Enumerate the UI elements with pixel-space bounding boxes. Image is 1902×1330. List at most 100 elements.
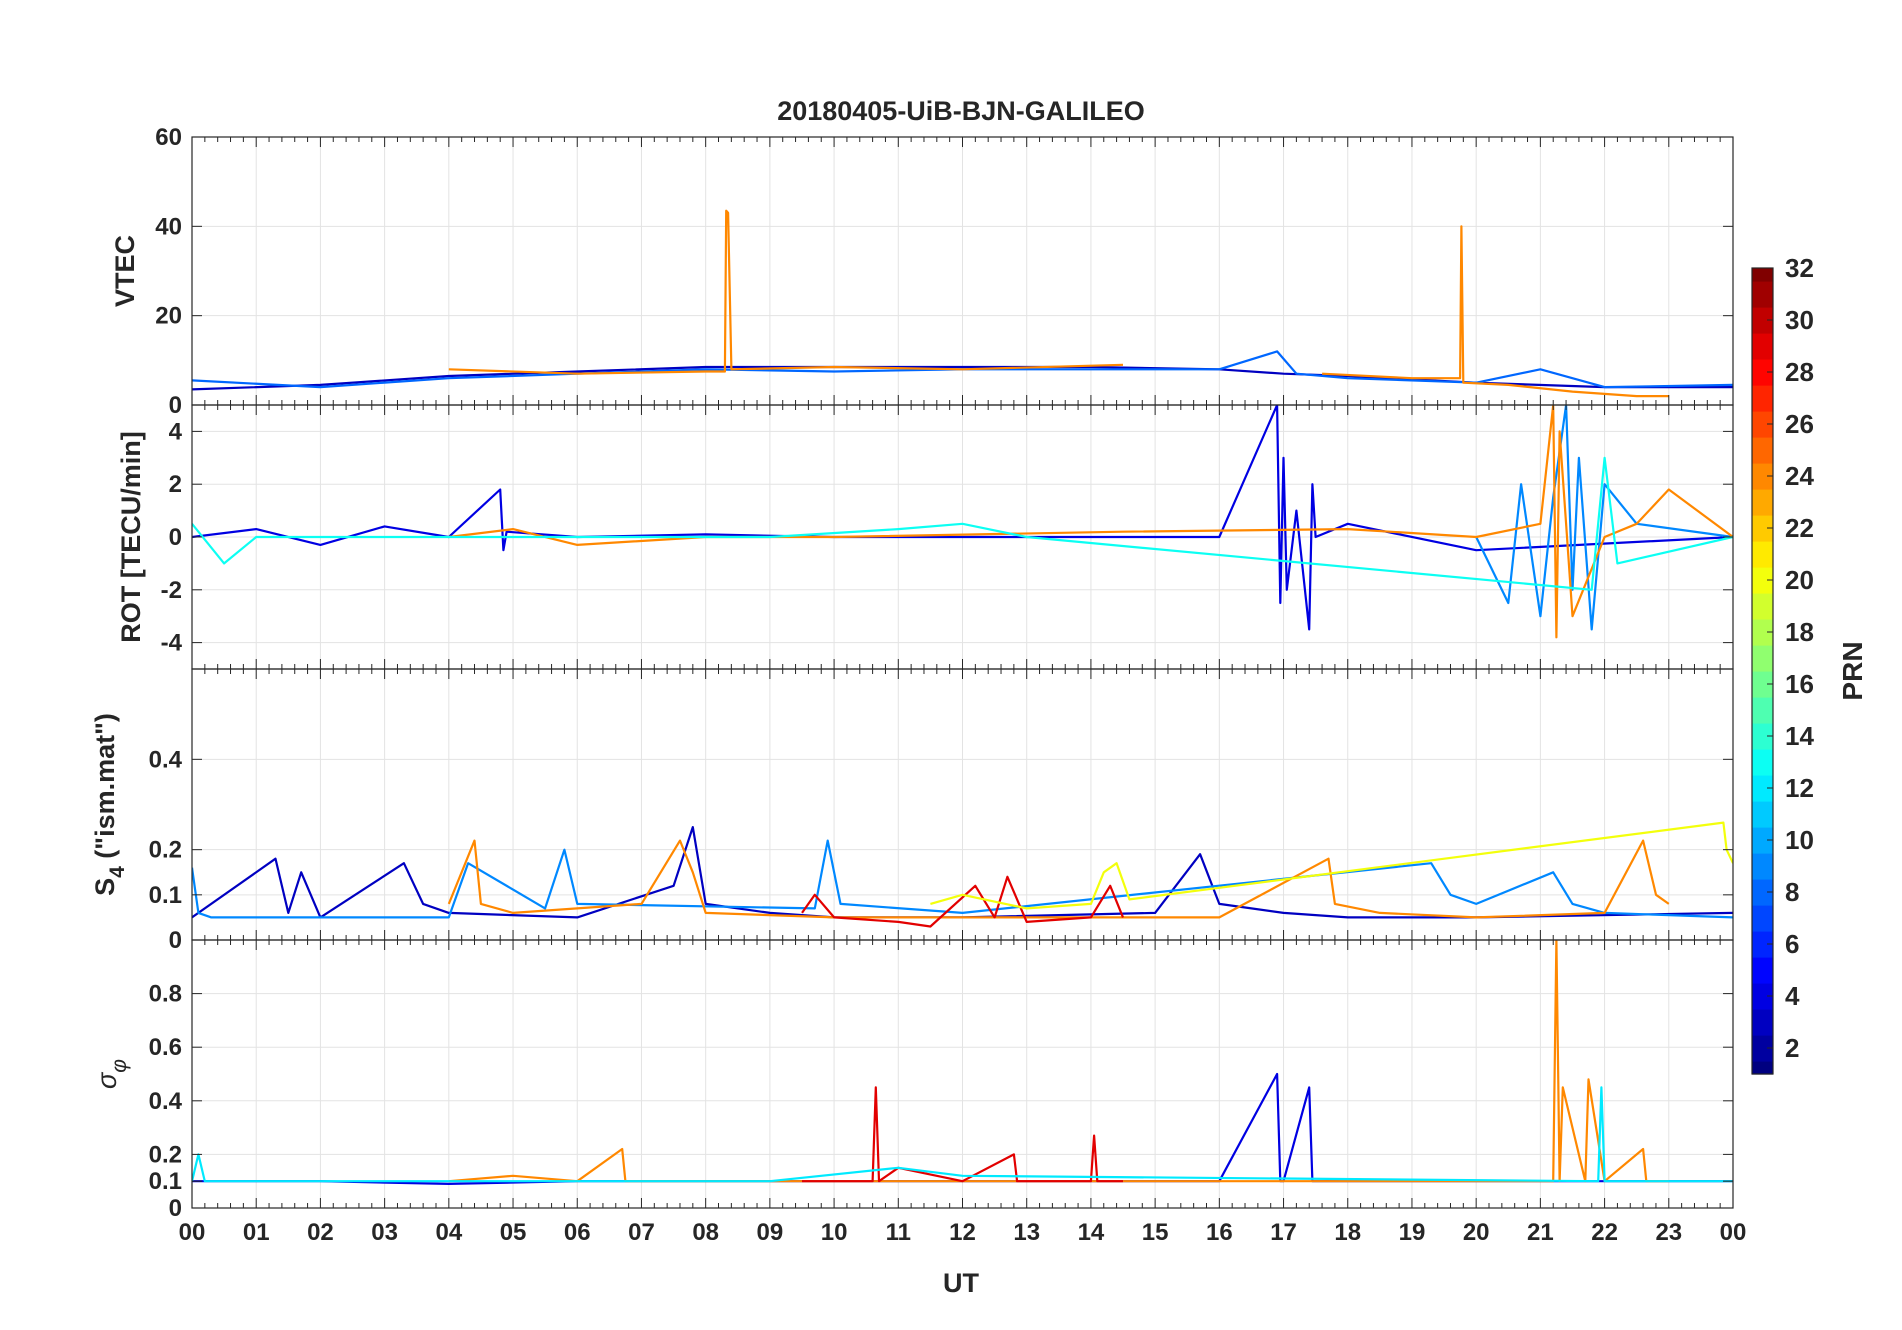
y-tick-label: 60: [155, 124, 182, 151]
colorbar-tick-label: 14: [1785, 721, 1814, 751]
x-tick-label: 07: [628, 1219, 655, 1246]
series-group: [192, 405, 1733, 639]
series-group: [192, 209, 1733, 398]
colorbar-swatch: [1752, 411, 1773, 438]
colorbar-swatch: [1752, 515, 1773, 542]
series-line-prn-8: [192, 350, 1733, 389]
colorbar-swatch: [1752, 957, 1773, 984]
x-tick-label: 21: [1527, 1219, 1554, 1246]
x-tick-label: 00: [179, 1219, 206, 1246]
x-tick-label: 22: [1591, 1219, 1618, 1246]
y-tick-label: 2: [169, 471, 182, 498]
colorbar-swatch: [1752, 1035, 1773, 1062]
colorbar-swatch: [1752, 567, 1773, 594]
y-tick-label: 0.4: [149, 1088, 183, 1115]
colorbar-swatch: [1752, 268, 1773, 282]
x-tick-label: 02: [307, 1219, 334, 1246]
y-tick-label: -2: [161, 577, 182, 604]
x-tick-label: 05: [500, 1219, 527, 1246]
y-axis-label: VTEC: [110, 235, 140, 307]
x-tick-label: 17: [1270, 1219, 1297, 1246]
colorbar-tick-label: 12: [1785, 773, 1814, 803]
colorbar-swatch: [1752, 385, 1773, 412]
series-line-prn-3: [192, 825, 1733, 919]
y-axis-label: S4 ("ism.mat"): [90, 713, 129, 896]
colorbar-swatch: [1752, 801, 1773, 828]
y-axis-label: σφ: [92, 1059, 131, 1089]
colorbar-swatch: [1752, 853, 1773, 880]
colorbar-swatch: [1752, 983, 1773, 1010]
colorbar-tick-label: 28: [1785, 357, 1814, 387]
colorbar-tick-label: 18: [1785, 617, 1814, 647]
y-tick-label: 0.2: [149, 837, 182, 864]
x-tick-label: 00: [1720, 1219, 1747, 1246]
y-tick-label: 4: [169, 418, 183, 445]
colorbar-swatch: [1752, 489, 1773, 516]
x-tick-label: 09: [757, 1219, 784, 1246]
x-tick-label: 23: [1655, 1219, 1682, 1246]
colorbar-swatch: [1752, 723, 1773, 750]
x-tick-label: 10: [821, 1219, 848, 1246]
x-tick-label: 08: [692, 1219, 719, 1246]
y-tick-label: 0: [169, 392, 182, 419]
series-line-prn-12: [192, 1086, 1733, 1183]
panel-sigma: 00.10.2 0.4 0.6 0.8 σφ 00 01 02 03 04 05 06 07 08 09 10…: [92, 939, 1747, 1246]
colorbar-swatch: [1752, 333, 1773, 360]
colorbar-swatch: [1752, 463, 1773, 490]
colorbar-swatch: [1752, 671, 1773, 698]
colorbar-swatch: [1752, 1061, 1773, 1075]
colorbar-tick-label: 30: [1785, 305, 1814, 335]
colorbar-tick-label: 22: [1785, 513, 1814, 543]
panel-vtec: 0 20 40 60 VTEC: [110, 124, 1734, 419]
y-tick-label: 0.1: [149, 1168, 182, 1195]
colorbar-swatch: [1752, 619, 1773, 646]
y-tick-label: 40: [155, 213, 182, 240]
series-line-prn-9: [192, 839, 1733, 919]
y-tick-label: -4: [161, 630, 183, 657]
y-axis-label-rest: ("ism.mat"): [90, 713, 120, 866]
x-tick-label: 20: [1463, 1219, 1490, 1246]
colorbar-swatch: [1752, 437, 1773, 464]
series-line-prn-24: [448, 405, 1733, 639]
colorbar-swatch: [1752, 827, 1773, 854]
series-group: [192, 821, 1733, 928]
x-axis-label: UT: [943, 1268, 979, 1298]
x-tick-label: 16: [1206, 1219, 1233, 1246]
x-tick-label: 01: [243, 1219, 270, 1246]
y-tick-label: 0.1: [149, 882, 182, 909]
y-tick-label: 0.2: [149, 1141, 182, 1168]
colorbar-tick-label: 24: [1785, 461, 1814, 491]
colorbar-tick-label: 6: [1785, 929, 1799, 959]
colorbar-swatch: [1752, 775, 1773, 802]
x-tick-label: 19: [1399, 1219, 1426, 1246]
colorbar-tick-label: 8: [1785, 877, 1799, 907]
y-tick-label: 0: [169, 927, 182, 954]
colorbar-tick-label: 16: [1785, 669, 1814, 699]
x-tick-label: 15: [1142, 1219, 1169, 1246]
colorbar-swatch: [1752, 593, 1773, 620]
series-line-prn-29: [802, 1086, 1123, 1183]
series-line-prn-24: [448, 940, 1669, 1183]
panel-rot: -4 -2 0 2 4 ROT [TECU/min]: [116, 404, 1734, 670]
colorbar-tick-label: 26: [1785, 409, 1814, 439]
series-line-prn-29: [801, 875, 1125, 928]
y-axis-label: ROT [TECU/min]: [116, 431, 146, 642]
chart-title: 20180405-UiB-BJN-GALILEO: [777, 96, 1145, 126]
colorbar-tick-label: 10: [1785, 825, 1814, 855]
series-group: [192, 940, 1733, 1186]
colorbar-tick-label: 4: [1785, 981, 1800, 1011]
x-tick-label: 11: [886, 1219, 911, 1246]
colorbar-swatch: [1752, 645, 1773, 672]
colorbar-frame: [1751, 267, 1774, 1075]
colorbar-swatch: [1752, 697, 1773, 724]
panel-s4: 0 0.1 0.2 0.4 S4 ("ism.mat"): [90, 668, 1734, 954]
colorbar-swatch: [1752, 541, 1773, 568]
colorbar-swatch: [1752, 307, 1773, 334]
y-tick-label: 0.6: [149, 1034, 182, 1061]
series-line-prn-24: [448, 209, 1124, 375]
y-axis-label-sub: 4: [106, 866, 129, 878]
x-tick-label: 12: [949, 1219, 976, 1246]
x-tick-label: 13: [1013, 1219, 1040, 1246]
